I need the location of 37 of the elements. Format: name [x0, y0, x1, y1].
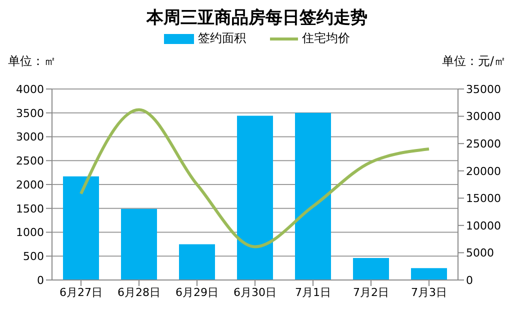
y-tick-label: 3000	[16, 130, 44, 144]
x-tick-label: 6月29日	[176, 286, 218, 299]
y2-tick-label: 30000	[466, 110, 501, 124]
y-tick-label: 2500	[16, 154, 44, 168]
x-tick-label: 7月2日	[353, 286, 389, 299]
y-tick-label: 2000	[16, 178, 44, 192]
y-tick-label: 3500	[16, 106, 44, 120]
y2-tick-label: 20000	[466, 164, 501, 178]
y2-tick-label: 10000	[466, 219, 501, 232]
legend-label: 住宅均价	[302, 30, 350, 47]
x-tick-label: 6月28日	[118, 286, 160, 299]
x-tick-label: 6月30日	[234, 286, 276, 299]
x-tick-label: 7月1日	[295, 286, 331, 299]
y-tick-label: 1500	[16, 202, 44, 216]
bar	[237, 116, 273, 280]
legend-label: 签约面积	[198, 30, 246, 47]
y2-tick-label: 5000	[466, 246, 494, 260]
bar	[411, 268, 447, 280]
y2-tick-label: 15000	[466, 192, 501, 206]
y-tick-label: 4000	[16, 82, 44, 96]
bar	[121, 208, 157, 280]
x-tick-label: 6月27日	[60, 286, 102, 299]
x-tick-label: 7月3日	[411, 286, 447, 299]
y2-axis-title: 单位：元/㎡	[442, 53, 506, 70]
chart-title: 本周三亚商品房每日签约走势	[145, 7, 368, 29]
y-tick-label: 1000	[16, 226, 44, 240]
y2-tick-label: 0	[466, 274, 473, 287]
y-tick-label: 0	[37, 274, 44, 287]
line-series	[80, 108, 430, 248]
y2-tick-label: 35000	[466, 82, 501, 96]
bar	[63, 176, 99, 280]
bar	[353, 258, 389, 280]
bar	[179, 244, 215, 280]
y-tick-label: 500	[23, 250, 44, 264]
y2-tick-label: 25000	[466, 137, 501, 150]
y-axis-title: 单位：㎡	[8, 53, 56, 70]
bar	[295, 112, 331, 280]
